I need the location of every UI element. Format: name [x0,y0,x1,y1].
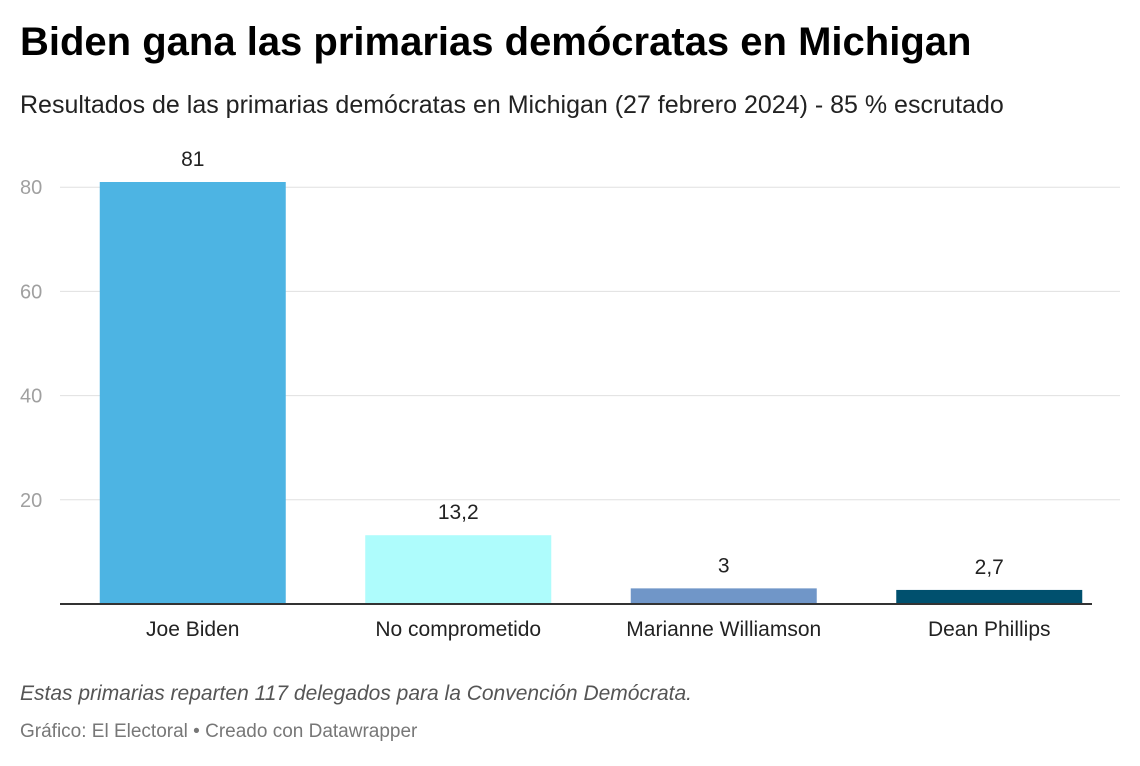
value-labels: 81 13,2 3 2,7 [181,148,1004,579]
footnote: Estas primarias reparten 117 delegados p… [20,682,692,705]
value-label-no-comprometido: 13,2 [438,501,479,524]
y-axis-ticks: 20 40 60 80 [20,177,42,512]
y-tick-label-80: 80 [20,177,42,199]
value-label-dean-phillips: 2,7 [975,556,1004,579]
x-tick-label-joe-biden: Joe Biden [146,618,239,641]
bar-no-comprometido [365,535,552,604]
value-label-marianne-williamson: 3 [718,554,730,577]
chart-title: Biden gana las primarias demócratas en M… [20,20,972,64]
x-tick-label-marianne-williamson: Marianne Williamson [626,618,821,641]
chart-subtitle: Resultados de las primarias demócratas e… [20,91,1004,119]
bar-dean-phillips [896,589,1083,604]
x-tick-label-no-comprometido: No comprometido [375,618,541,641]
x-axis-labels: Joe Biden No comprometido Marianne William… [146,618,1050,641]
bar-marianne-williamson [630,588,817,604]
credit-line: Gráfico: El Electoral • Creado con Dataw… [20,721,418,742]
y-tick-label-40: 40 [20,386,42,408]
value-label-joe-biden: 81 [181,148,204,171]
y-tick-label-60: 60 [20,281,42,303]
x-tick-label-dean-phillips: Dean Phillips [928,618,1051,641]
bars [99,182,1083,604]
y-tick-label-20: 20 [20,490,42,512]
bar-joe-biden [99,182,286,604]
